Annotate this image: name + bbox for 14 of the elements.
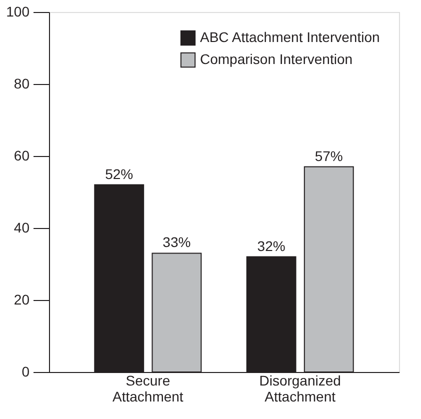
legend-label: Comparison Intervention (200, 51, 353, 67)
data-label: 52% (105, 166, 134, 182)
y-tick-label: 60 (14, 148, 30, 164)
y-tick-label: 0 (22, 364, 30, 380)
x-tick-label: Disorganized Attachment (259, 372, 341, 404)
legend-label: ABC Attachment Intervention (200, 29, 380, 45)
y-tick-label: 100 (6, 4, 30, 20)
x-tick-label: Secure Attachment (112, 372, 184, 404)
y-tick-label: 80 (14, 76, 30, 92)
data-label: 57% (314, 148, 343, 164)
y-tick-label: 40 (14, 220, 30, 236)
y-tick-label: 20 (14, 292, 30, 308)
data-label: 32% (257, 238, 286, 254)
data-label: 33% (162, 234, 191, 250)
